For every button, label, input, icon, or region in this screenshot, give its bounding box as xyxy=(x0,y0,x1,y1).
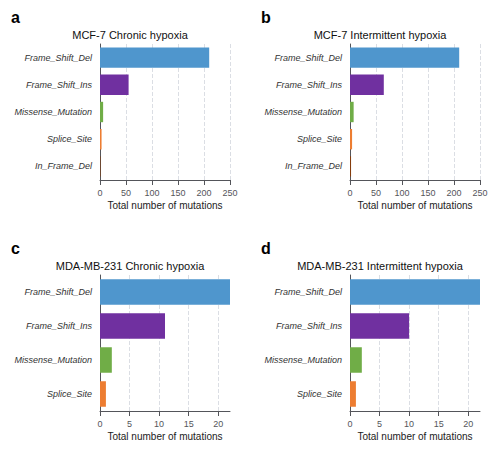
svg-text:10: 10 xyxy=(404,419,414,429)
svg-text:0: 0 xyxy=(97,419,102,429)
svg-text:5: 5 xyxy=(377,419,382,429)
svg-text:b: b xyxy=(261,9,271,26)
svg-text:Total number of mutations: Total number of mutations xyxy=(107,431,222,442)
svg-text:Total number of mutations: Total number of mutations xyxy=(107,200,222,211)
svg-text:MCF-7 Chronic hypoxia: MCF-7 Chronic hypoxia xyxy=(72,29,188,41)
svg-text:50: 50 xyxy=(121,188,131,198)
svg-text:10: 10 xyxy=(154,419,164,429)
svg-text:d: d xyxy=(261,240,271,257)
svg-text:Missense_Mutation: Missense_Mutation xyxy=(14,355,92,365)
svg-text:Frame_Shift_Del: Frame_Shift_Del xyxy=(24,53,93,63)
svg-text:MDA-MB-231 Chronic hypoxia: MDA-MB-231 Chronic hypoxia xyxy=(56,260,205,272)
svg-text:Total number of mutations: Total number of mutations xyxy=(357,431,472,442)
svg-text:20: 20 xyxy=(213,419,223,429)
svg-text:150: 150 xyxy=(420,188,435,198)
svg-text:Splice_Site: Splice_Site xyxy=(297,134,342,144)
svg-text:Splice_Site: Splice_Site xyxy=(47,134,92,144)
svg-text:MDA-MB-231 Intermittent hypoxi: MDA-MB-231 Intermittent hypoxia xyxy=(297,260,464,272)
svg-text:20: 20 xyxy=(463,419,473,429)
svg-text:MCF-7 Intermittent hypoxia: MCF-7 Intermittent hypoxia xyxy=(314,29,448,41)
svg-text:Frame_Shift_Ins: Frame_Shift_Ins xyxy=(276,321,343,331)
svg-text:a: a xyxy=(11,9,20,26)
svg-text:Frame_Shift_Del: Frame_Shift_Del xyxy=(24,287,93,297)
svg-text:Missense_Mutation: Missense_Mutation xyxy=(264,107,342,117)
svg-text:100: 100 xyxy=(144,188,159,198)
svg-text:0: 0 xyxy=(97,188,102,198)
svg-text:200: 200 xyxy=(446,188,461,198)
svg-text:0: 0 xyxy=(347,188,352,198)
svg-text:200: 200 xyxy=(196,188,211,198)
svg-text:100: 100 xyxy=(394,188,409,198)
svg-text:In_Frame_Del: In_Frame_Del xyxy=(285,161,343,171)
svg-text:0: 0 xyxy=(347,419,352,429)
svg-text:250: 250 xyxy=(472,188,487,198)
svg-text:Missense_Mutation: Missense_Mutation xyxy=(264,355,342,365)
svg-text:Splice_Site: Splice_Site xyxy=(297,389,342,399)
svg-text:15: 15 xyxy=(184,419,194,429)
svg-text:Missense_Mutation: Missense_Mutation xyxy=(14,107,92,117)
svg-text:Frame_Shift_Del: Frame_Shift_Del xyxy=(274,287,343,297)
svg-text:Splice_Site: Splice_Site xyxy=(47,389,92,399)
svg-text:Frame_Shift_Ins: Frame_Shift_Ins xyxy=(276,80,343,90)
svg-text:Frame_Shift_Del: Frame_Shift_Del xyxy=(274,53,343,63)
svg-text:150: 150 xyxy=(170,188,185,198)
svg-text:50: 50 xyxy=(371,188,381,198)
svg-text:Total number of mutations: Total number of mutations xyxy=(357,200,472,211)
svg-text:Frame_Shift_Ins: Frame_Shift_Ins xyxy=(26,80,93,90)
svg-text:5: 5 xyxy=(127,419,132,429)
svg-text:In_Frame_Del: In_Frame_Del xyxy=(35,161,93,171)
svg-text:15: 15 xyxy=(434,419,444,429)
svg-text:c: c xyxy=(11,240,20,257)
svg-text:Frame_Shift_Ins: Frame_Shift_Ins xyxy=(26,321,93,331)
svg-text:250: 250 xyxy=(222,188,237,198)
